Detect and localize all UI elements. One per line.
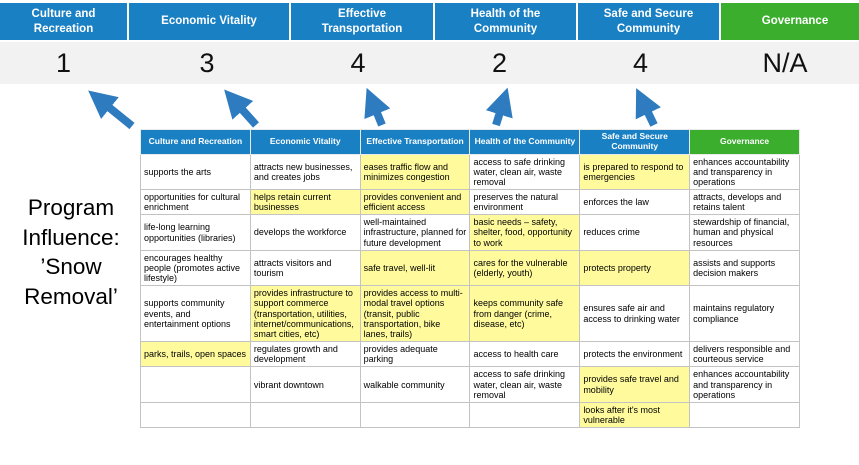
matrix-row: opportunities for cultural enrichment hel… (140, 188, 800, 216)
matrix-cell: vibrant downtown (249, 366, 361, 403)
matrix-header: Economic Vitality (249, 129, 361, 155)
matrix-row: vibrant downtown walkable community access… (140, 366, 800, 403)
matrix-cell: is prepared to respond to emergencies (579, 153, 691, 191)
matrix-cell (140, 366, 251, 403)
matrix-cell: opportunities for cultural enrichment (140, 188, 251, 216)
matrix-cell: attracts new businesses, and creates job… (249, 153, 361, 191)
matrix-header-row: Culture and Recreation Economic Vitality E… (140, 129, 800, 155)
matrix-body: supports the arts attracts new businesses… (140, 153, 800, 429)
score-value-safe: 4 (632, 47, 649, 78)
title-line-1: Program Influence: (22, 195, 120, 250)
scoreboard-header-health: Health of the Community (435, 3, 576, 40)
matrix-cell: well-maintained infrastructure, planned … (359, 214, 471, 251)
scoreboard-header-row: Culture and Recreation Economic Vitality… (0, 3, 859, 40)
matrix-row: looks after it's most vulnerable (140, 401, 800, 429)
matrix-row: supports community events, and entertain… (140, 285, 800, 343)
matrix-cell: safe travel, well-lit (359, 249, 471, 287)
matrix-cell: maintains regulatory compliance (689, 285, 800, 343)
arrow-culture (88, 90, 135, 130)
matrix-cell: eases traffic flow and minimizes congest… (359, 153, 471, 191)
matrix-cell: helps retain current businesses (249, 188, 361, 216)
matrix-cell: enhances accountability and transparency… (689, 153, 800, 191)
matrix-cell: provides safe travel and mobility (579, 366, 691, 403)
matrix-cell: supports community events, and entertain… (140, 285, 251, 343)
matrix-cell: basic needs – safety, shelter, food, opp… (469, 214, 581, 251)
matrix-cell: regulates growth and development (249, 341, 361, 368)
arrow-safe (635, 88, 661, 127)
score-value-governance: N/A (762, 47, 808, 78)
matrix-cell: assists and supports decision makers (689, 249, 800, 287)
score-value-transportation: 4 (350, 47, 366, 78)
matrix-cell (469, 401, 581, 429)
matrix-cell: looks after it's most vulnerable (579, 401, 691, 429)
score-value-health: 2 (491, 47, 508, 78)
matrix-header: Effective Transportation (359, 129, 471, 155)
matrix-cell: provides access to multi-modal travel op… (359, 285, 471, 343)
matrix-cell: provides convenient and efficient access (359, 188, 471, 216)
matrix-cell: attracts, develops and retains talent (689, 188, 800, 216)
scoreboard-header-culture: Culture and Recreation (0, 3, 127, 40)
matrix-cell (140, 401, 251, 429)
score-value-economic: 3 (199, 47, 215, 78)
matrix-header: Governance (689, 129, 800, 155)
influence-matrix: Culture and Recreation Economic Vitality E… (140, 129, 800, 429)
matrix-cell: ensures safe air and access to drinking … (579, 285, 691, 343)
arrow-health (485, 87, 513, 127)
matrix-cell: reduces crime (579, 214, 691, 251)
scoreboard-header-governance: Governance (721, 3, 859, 40)
scoreboard: Culture and Recreation Economic Vitality… (0, 3, 859, 84)
matrix-cell (359, 401, 471, 429)
matrix-cell: keeps community safe from danger (crime,… (469, 285, 581, 343)
matrix-cell: access to health care (469, 341, 581, 368)
page-title: Program Influence: ’Snow Removal’ (2, 193, 140, 312)
matrix-cell: access to safe drinking water, clean air… (469, 153, 581, 191)
scoreboard-values-row: 1 3 4 2 4 N/A (0, 42, 859, 84)
matrix-header: Culture and Recreation (140, 129, 251, 155)
matrix-cell: protects the environment (579, 341, 691, 368)
matrix-cell: stewardship of financial, human and phys… (689, 214, 800, 251)
matrix-cell: supports the arts (140, 153, 251, 191)
matrix-cell: parks, trails, open spaces (140, 341, 251, 368)
arrow-transportation (364, 87, 391, 127)
scoreboard-header-transportation: Effective Transportation (291, 3, 433, 40)
matrix-cell: enhances accountability and transparency… (689, 366, 800, 403)
matrix-cell (249, 401, 361, 429)
arrow-economic (224, 89, 259, 128)
matrix-cell: cares for the vulnerable (elderly, youth… (469, 249, 581, 287)
matrix-row: encourages healthy people (promotes acti… (140, 249, 800, 287)
matrix-cell (689, 401, 800, 429)
matrix-cell: develops the workforce (249, 214, 361, 251)
matrix-cell: encourages healthy people (promotes acti… (140, 249, 251, 287)
matrix-cell: walkable community (359, 366, 471, 403)
influence-arrows (88, 87, 661, 130)
matrix-row: parks, trails, open spaces regulates grow… (140, 341, 800, 368)
matrix-header: Safe and Secure Community (579, 129, 691, 155)
matrix-cell: life-long learning opportunities (librar… (140, 214, 251, 251)
matrix-cell: delivers responsible and courteous servi… (689, 341, 800, 368)
matrix-row: supports the arts attracts new businesses… (140, 153, 800, 191)
title-line-2: ’Snow Removal’ (24, 254, 118, 310)
matrix-cell: access to safe drinking water, clean air… (469, 366, 581, 403)
scoreboard-header-economic: Economic Vitality (129, 3, 289, 40)
matrix-cell: provides infrastructure to support comme… (249, 285, 361, 343)
matrix-cell: provides adequate parking (359, 341, 471, 368)
matrix-header: Health of the Community (469, 129, 581, 155)
matrix-row: life-long learning opportunities (librar… (140, 214, 800, 251)
matrix-cell: attracts visitors and tourism (249, 249, 361, 287)
matrix-cell: enforces the law (579, 188, 691, 216)
score-value-culture: 1 (55, 47, 72, 78)
matrix-cell: protects property (579, 249, 691, 287)
matrix-cell: preserves the natural environment (469, 188, 581, 216)
scoreboard-header-safe: Safe and Secure Community (578, 3, 719, 40)
